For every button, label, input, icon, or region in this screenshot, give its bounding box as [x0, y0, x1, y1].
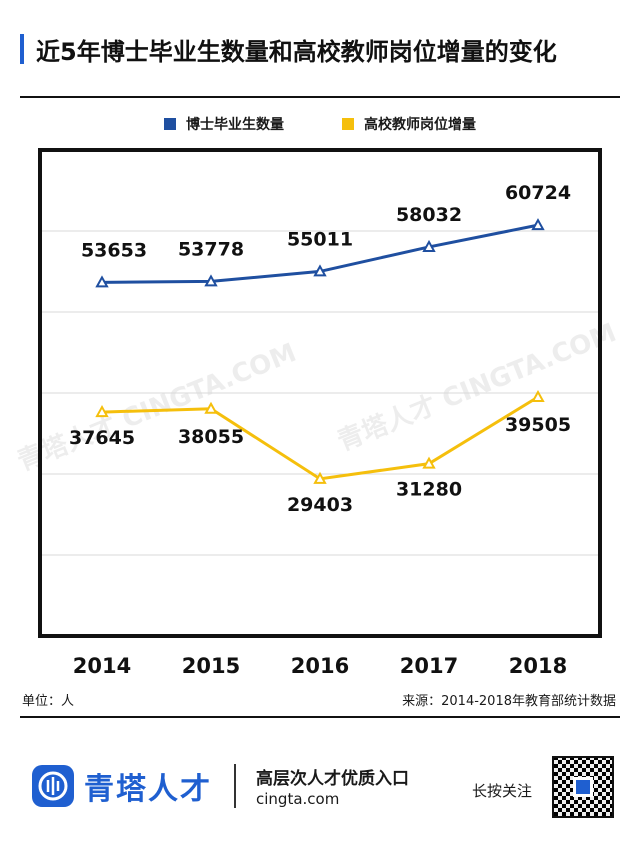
data-label-1-1: 38055: [178, 426, 244, 448]
data-label-1-0: 37645: [69, 427, 135, 449]
data-point-1-2: [313, 471, 327, 484]
brand-logo-icon: [32, 765, 74, 807]
legend-item-teacher: 高校教师岗位增量: [342, 114, 476, 134]
data-label-1-2: 29403: [287, 494, 353, 516]
line-chart: 青塔人才 CINGTA.COM 青塔人才 CINGTA.COM 53653 53778…: [13, 148, 621, 678]
x-tick-label: 2018: [509, 654, 567, 678]
data-label-1-4: 39505: [505, 414, 571, 436]
data-label-0-1: 53778: [178, 238, 244, 260]
brand-site[interactable]: cingta.com: [256, 790, 340, 808]
x-tick-label: 2017: [400, 654, 458, 678]
qr-code[interactable]: [552, 756, 614, 818]
brand-slogan: 高层次人才优质入口: [256, 769, 409, 789]
qr-logo-icon: [573, 777, 593, 797]
legend-item-phd: 博士毕业生数量: [164, 114, 284, 134]
data-point-1-1: [204, 401, 218, 414]
footer: 青塔人才 高层次人才优质入口 cingta.com 长按关注: [20, 738, 620, 833]
footer-separator: [234, 764, 236, 808]
page-title: 近5年博士毕业生数量和高校教师岗位增量的变化: [36, 38, 557, 66]
data-label-0-0: 53653: [81, 239, 147, 261]
data-point-0-0: [95, 275, 109, 288]
data-point-1-4: [531, 389, 545, 403]
footer-divider: [20, 716, 620, 718]
data-point-0-1: [204, 274, 218, 287]
data-label-0-2: 55011: [287, 228, 353, 250]
data-label-0-4: 60724: [505, 182, 571, 204]
title-divider: [20, 96, 620, 98]
data-point-0-4: [531, 218, 545, 231]
data-point-0-3: [422, 239, 436, 252]
legend-label-phd: 博士毕业生数量: [186, 117, 284, 133]
legend-swatch-phd: [164, 118, 176, 130]
title-accent-bar: [20, 34, 24, 64]
chart-legend: 博士毕业生数量 高校教师岗位增量: [0, 114, 640, 134]
data-point-0-2: [313, 264, 327, 277]
series-line-1: [101, 395, 539, 481]
follow-hint: 长按关注: [472, 782, 533, 800]
legend-swatch-teacher: [342, 118, 354, 130]
unit-label: 单位：人: [22, 694, 75, 709]
data-point-1-3: [422, 456, 436, 469]
data-point-1-0: [95, 405, 109, 418]
brand-name: 青塔人才: [84, 772, 212, 807]
x-tick-label: 2014: [73, 654, 131, 678]
watermark-text: 青塔人才 CINGTA.COM: [13, 338, 300, 477]
plot-frame: [38, 148, 602, 638]
x-tick-label: 2015: [182, 654, 240, 678]
legend-label-teacher: 高校教师岗位增量: [364, 117, 476, 133]
watermark-text: 青塔人才 CINGTA.COM: [333, 318, 620, 457]
data-label-1-3: 31280: [396, 479, 462, 501]
x-tick-label: 2016: [291, 654, 349, 678]
source-label: 来源：2014-2018年教育部统计数据: [402, 694, 616, 709]
data-label-0-3: 58032: [396, 204, 462, 226]
